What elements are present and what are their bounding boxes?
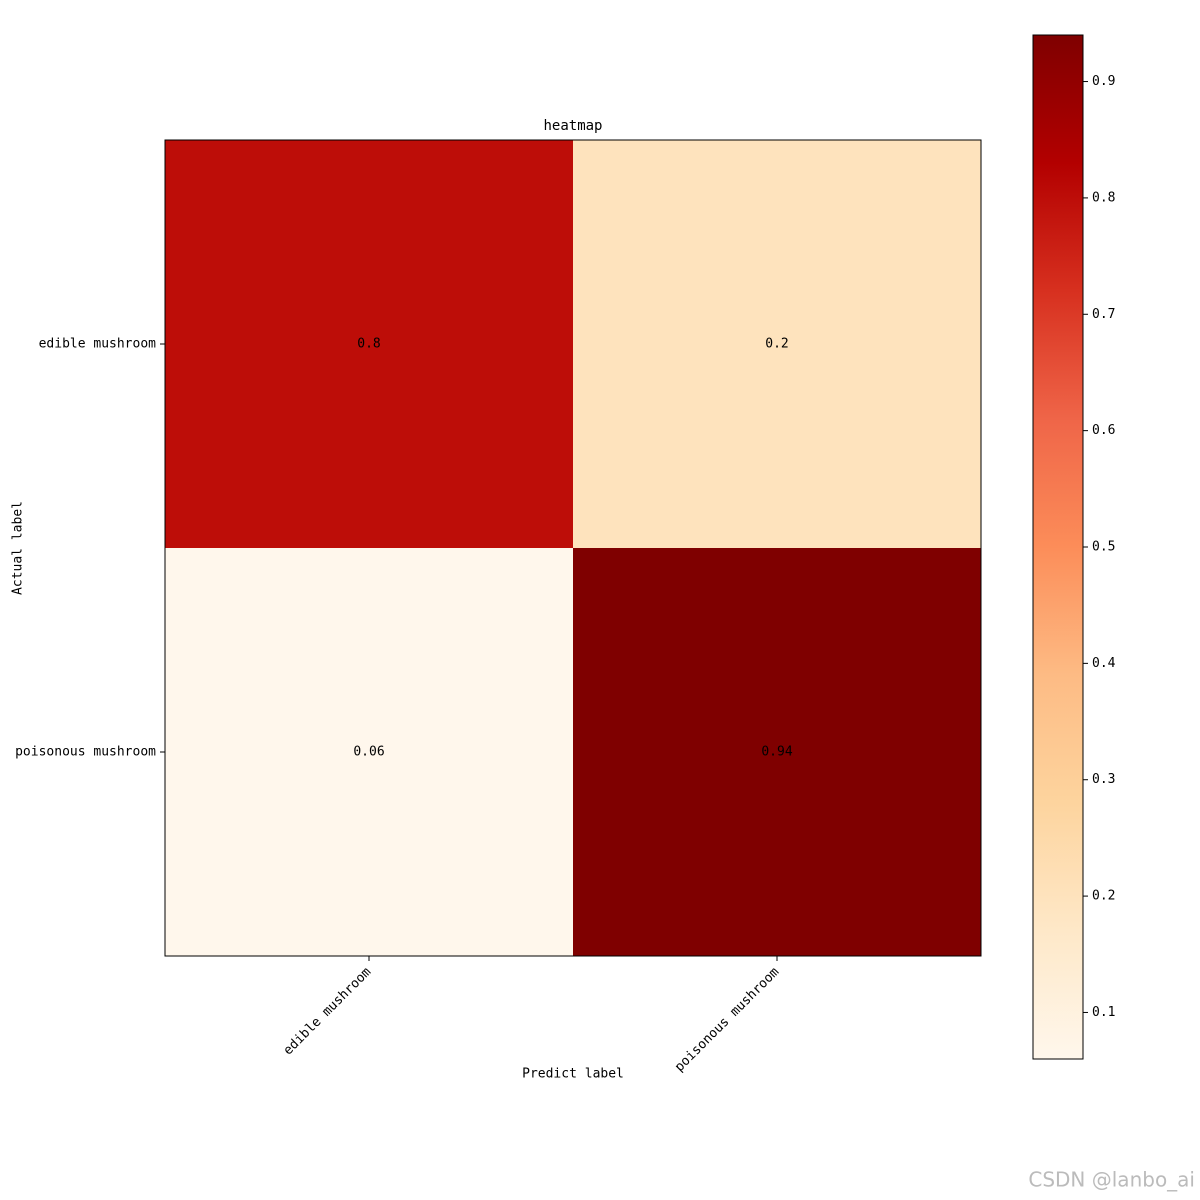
y-tick-label: edible mushroom [39, 337, 157, 352]
heatmap-cell [165, 140, 574, 549]
x-axis-label: Predict label [522, 1067, 624, 1082]
cell-label: 0.06 [353, 745, 384, 760]
colorbar-tick-label: 0.1 [1092, 1005, 1115, 1020]
colorbar [1032, 34, 1084, 1060]
colorbar-tick-label: 0.5 [1092, 540, 1115, 555]
watermark: CSDN @lanbo_ai [1028, 1168, 1195, 1192]
x-tick-label: poisonous mushroom [672, 965, 782, 1075]
colorbar-tick-label: 0.2 [1092, 889, 1115, 904]
heatmap-cell [573, 140, 982, 549]
y-tick-label: poisonous mushroom [15, 745, 156, 760]
cell-label: 0.2 [765, 337, 788, 352]
colorbar-tick-label: 0.3 [1092, 772, 1115, 787]
colorbar-tick-label: 0.9 [1092, 74, 1115, 89]
colorbar-tick-label: 0.6 [1092, 423, 1115, 438]
cell-label: 0.8 [357, 337, 380, 352]
cell-label: 0.94 [761, 745, 792, 760]
plot-frame [164, 139, 982, 957]
y-axis-label: Actual label [11, 501, 26, 595]
colorbar-tick-label: 0.8 [1092, 190, 1115, 205]
heatmap-cell [573, 548, 982, 957]
heatmap-cell [165, 548, 574, 957]
chart-title: heatmap [543, 118, 602, 134]
colorbar-tick-label: 0.4 [1092, 656, 1116, 671]
colorbar-tick-label: 0.7 [1092, 307, 1115, 322]
x-tick-label: edible mushroom [281, 965, 375, 1059]
